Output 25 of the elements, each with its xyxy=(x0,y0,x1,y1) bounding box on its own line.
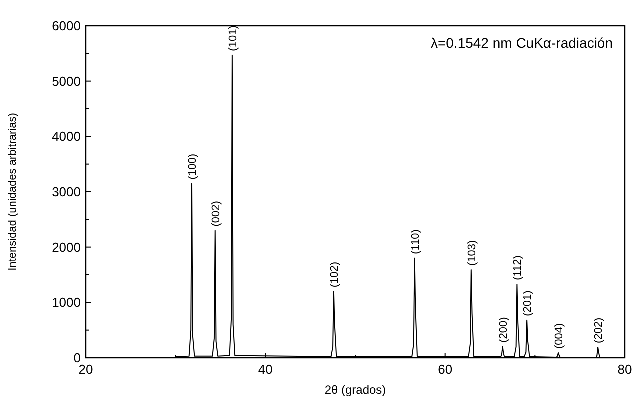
annotation: (201) xyxy=(522,290,534,316)
annotation: λ=0.1542 nm CuKα-radiación xyxy=(430,35,613,51)
y-tick-label: 3000 xyxy=(52,184,81,200)
y-tick-label: 5000 xyxy=(52,74,81,89)
annotation: (004) xyxy=(554,323,566,350)
annotation: (101) xyxy=(227,26,240,52)
annotation: (100) xyxy=(187,154,200,180)
x-tick-label: 40 xyxy=(258,362,273,377)
annotation: (200) xyxy=(498,317,510,343)
annotation: (112) xyxy=(512,256,524,280)
annotation: (002) xyxy=(210,201,222,227)
y-tick-label: 2000 xyxy=(52,240,81,255)
annotation: (102) xyxy=(328,262,341,288)
y-axis-title: Intensidad (unidades arbitrarias) xyxy=(7,113,19,271)
annotation: (110) xyxy=(410,230,422,254)
y-tick-label: 0 xyxy=(74,350,81,366)
y-tick-label: 4000 xyxy=(52,129,81,144)
y-tick-label: 1000 xyxy=(52,295,81,310)
annotation: (202) xyxy=(593,318,606,344)
x-tick-label: 60 xyxy=(438,362,453,377)
y-tick-label: 6000 xyxy=(52,18,81,34)
x-axis-title: 2θ (grados) xyxy=(324,383,386,397)
x-tick-label: 80 xyxy=(618,362,632,377)
x-tick-label: 20 xyxy=(78,362,94,377)
annotation: (103) xyxy=(466,240,478,266)
